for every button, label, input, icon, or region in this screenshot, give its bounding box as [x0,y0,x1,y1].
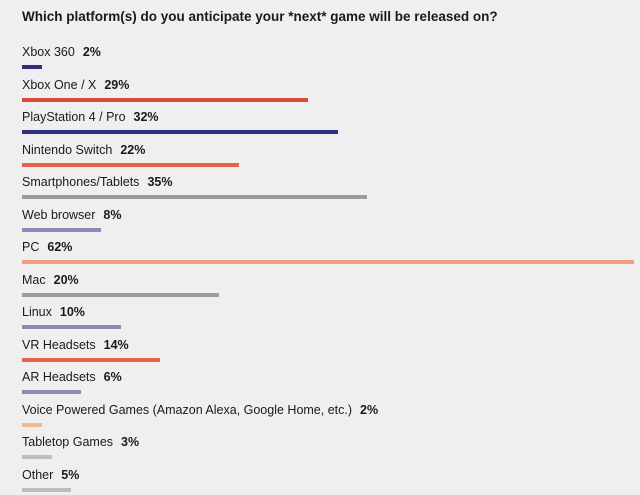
bar [22,65,42,69]
bar [22,292,220,297]
category-label: Voice Powered Games (Amazon Alexa, Googl… [22,402,353,417]
value-label: 6% [103,370,122,384]
category-label: VR Headsets [22,337,96,352]
bar [22,422,42,427]
bar [22,357,161,362]
value-label: 10% [59,305,85,319]
category-label: Other [22,467,54,482]
bar [22,227,101,232]
bar [22,325,121,329]
value-label: 2% [360,402,379,417]
value-label: 5% [61,467,80,482]
category-label: Smartphones/Tablets [22,175,140,189]
chart-title: Which platform(s) do you anticipate your… [22,9,498,24]
value-label: 29% [104,77,130,92]
value-label: 62% [47,240,73,254]
category-label: Nintendo Switch [22,142,113,157]
bar [22,260,634,264]
category-label: Xbox One / X [22,77,97,92]
bar [22,130,338,134]
value-label: 14% [103,337,129,352]
value-label: 20% [53,272,79,287]
category-label: Mac [22,272,46,287]
category-label: Web browser [22,207,96,222]
category-label: AR Headsets [22,370,96,384]
value-label: 35% [147,175,173,189]
category-label: Xbox 360 [22,45,75,59]
value-label: 2% [82,45,101,59]
bar [22,487,72,492]
value-label: 22% [120,142,146,157]
category-label: PC [22,240,40,254]
bar [22,390,82,394]
category-label: Tabletop Games [22,435,114,449]
value-label: 32% [133,110,159,124]
bar [22,195,368,199]
bar [22,455,52,459]
bar [22,97,309,102]
category-label: Linux [22,305,52,319]
value-label: 3% [121,435,140,449]
value-label: 8% [103,207,122,222]
bar [22,162,240,167]
category-label: PlayStation 4 / Pro [22,110,126,124]
